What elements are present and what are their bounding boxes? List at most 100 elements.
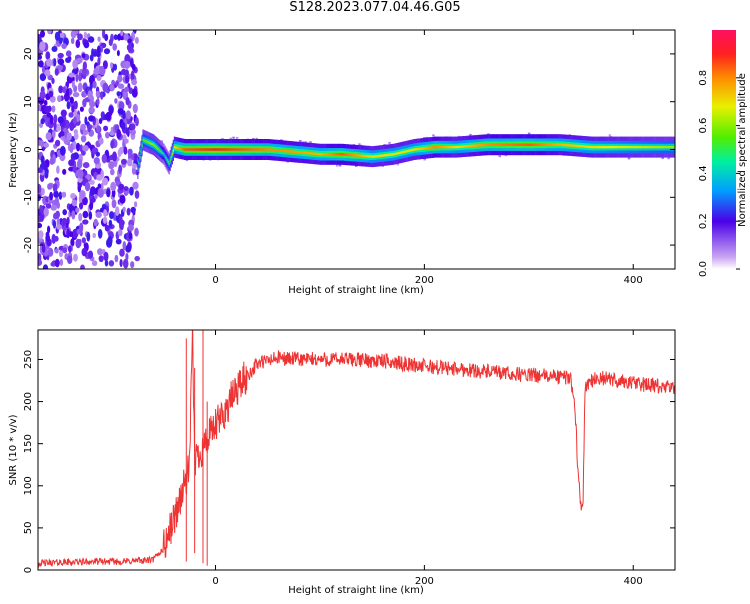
ridge-cell [531,143,534,146]
ridge-cell [622,145,625,149]
ridge-cell [423,147,425,150]
noise-cell [96,74,102,81]
noise-cell [49,95,56,103]
noise-cell [70,238,75,247]
noise-cell [59,258,64,266]
ridge-cell [348,153,350,156]
ridge-cell [298,151,300,154]
noise-cell [102,60,108,70]
noise-cell [117,229,123,237]
ridge-cell [634,145,636,149]
noise-cell [39,90,46,100]
noise-cell [80,135,87,143]
ridge-cell [164,155,166,158]
ridge-cell [635,145,637,149]
noise-cell [119,195,126,204]
noise-cell [108,260,115,267]
ridge-cell [598,145,601,149]
noise-cell [128,231,133,240]
ridge-cell [648,145,651,149]
colorbar-tick-label: 0.8 [698,70,709,86]
y-tick-label: 20 [23,48,34,61]
noise-cell [116,91,121,97]
noise-cell [40,155,45,164]
ridge-cell [350,153,352,157]
ridge-cell [590,145,592,149]
ridge-cell [193,148,195,151]
ridge-cell [474,144,476,147]
ridge-cell [471,144,473,148]
ridge-cell [502,143,504,146]
noise-cell [79,106,84,112]
noise-cell [107,236,113,245]
ridge-halo-cell [432,134,435,137]
noise-cell [95,151,101,157]
ridge-cell [303,151,305,154]
ridge-cell [514,143,516,146]
ridge-cell [211,148,213,151]
ridge-cell [166,158,168,162]
x-tick-label: 400 [624,576,643,587]
ridge-cell [153,144,156,147]
colorbar-tick-label: 0.2 [698,213,709,229]
noise-cell [51,105,56,113]
ridge-cell [399,151,401,155]
ridge-cell [566,144,568,147]
noise-cell [45,51,51,60]
noise-cell [122,258,129,269]
colorbar-tick-label: 0.0 [698,261,709,277]
ridge-cell [580,145,582,148]
ridge-cell [470,144,472,148]
y-tick-label: 100 [23,476,34,495]
ridge-cell [663,145,665,149]
ridge-cell [341,153,344,156]
ridge-cell [523,143,525,146]
ridge-cell [538,143,540,146]
ridge-cell [283,149,285,153]
ridge-cell [666,145,668,149]
noise-cell [134,36,139,44]
ridge-cell [172,149,174,152]
ridge-cell [428,146,430,149]
ridge-cell [236,148,238,151]
ridge-cell [660,145,662,149]
noise-cell [134,255,140,262]
ridge-cell [495,143,497,146]
noise-cell [105,131,110,139]
noise-cell [120,68,127,76]
ridge-cell [507,143,510,146]
ridge-cell [669,145,672,149]
ridge-cell [631,145,633,149]
ridge-cell [150,142,153,145]
ridge-halo-cell [229,137,232,140]
ridge-cell [413,148,416,151]
ridge-cell [460,145,463,148]
noise-cell [94,193,98,200]
ridge-cell [187,148,189,151]
noise-cell [57,52,64,59]
noise-cell [65,57,72,63]
snr-x-ticks: 0 200 400 [212,330,643,587]
ridge-cell [316,152,319,156]
ridge-cell [213,148,215,151]
ridge-cell [659,145,661,149]
noise-cell [115,238,122,245]
ridge-cell [155,145,157,148]
ridge-cell [315,152,318,156]
ridge-cell [210,148,212,151]
noise-cell [39,41,46,51]
ridge-cell [462,145,464,148]
noise-cell [105,111,112,121]
noise-cell [118,183,125,191]
ridge-halo-cell [304,141,307,144]
ridge-cell [539,143,541,146]
ridge-cell [223,148,226,151]
ridge-cell [430,146,432,149]
noise-cell [89,179,95,185]
ridge-cell [177,146,180,150]
ridge-cell [204,148,206,151]
snr-line-layer [38,330,675,568]
ridge-cell [260,148,262,151]
ridge-cell [636,145,638,149]
noise-cell [98,255,104,263]
